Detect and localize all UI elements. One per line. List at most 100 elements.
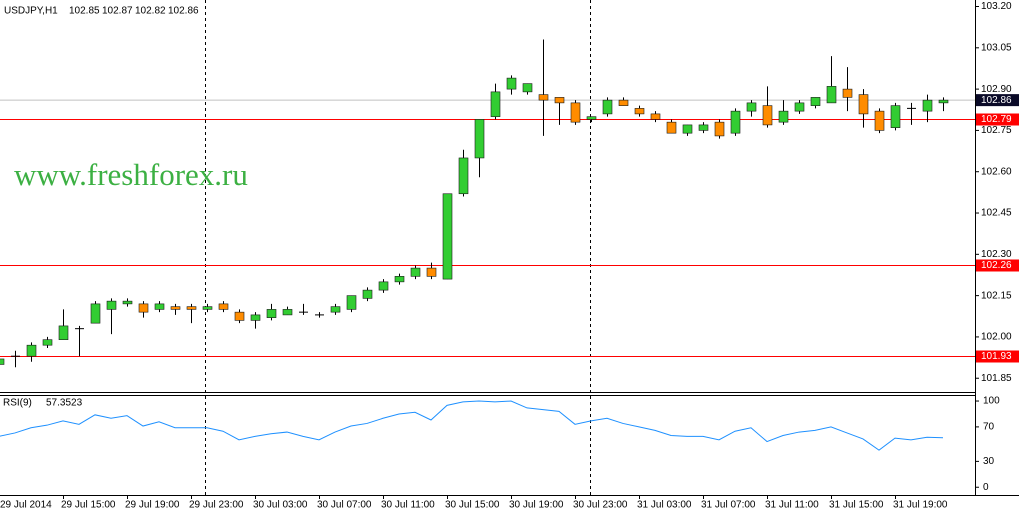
- candle-body: [186, 306, 197, 310]
- candle-body: [890, 105, 901, 128]
- candle-body: [90, 303, 101, 324]
- bid-label: 102.86: [981, 95, 1012, 106]
- y-tick-label: 102.00: [981, 332, 1012, 343]
- candle-body: [202, 306, 213, 310]
- candle-body: [122, 300, 133, 305]
- candle-body: [570, 102, 581, 123]
- candle-body: [730, 110, 741, 134]
- candle-body: [410, 267, 421, 277]
- candle-body: [426, 267, 437, 277]
- candle-body: [634, 108, 645, 115]
- indicator-value: 57.3523: [46, 398, 83, 409]
- candle-body: [746, 102, 757, 112]
- x-tick-label: 29 Jul 2014: [0, 500, 52, 511]
- watermark: www.freshforex.ru: [14, 157, 248, 192]
- candle-body: [170, 306, 181, 310]
- y-tick-label: 30: [983, 456, 995, 467]
- y-tick-label: 103.05: [981, 42, 1012, 53]
- candle-body: [458, 157, 469, 195]
- candle-body: [266, 309, 277, 318]
- x-tick-label: 31 Jul 19:00: [893, 500, 948, 511]
- x-tick-label: 30 Jul 23:00: [573, 500, 628, 511]
- candle-body: [330, 306, 341, 313]
- candle-body: [586, 116, 597, 120]
- level-label: 102.79: [981, 114, 1012, 125]
- candle-body: [26, 344, 37, 357]
- y-tick-label: 102.15: [981, 290, 1012, 301]
- y-tick-label: 102.30: [981, 249, 1012, 260]
- candle-body: [474, 119, 485, 159]
- indicator-title: RSI(9): [3, 398, 32, 409]
- candle-body: [826, 86, 837, 104]
- candle-body: [554, 97, 565, 104]
- candle-body: [218, 303, 229, 310]
- candle-body: [778, 110, 789, 123]
- candle-body: [42, 339, 53, 346]
- candle-body: [506, 77, 517, 90]
- y-tick-label: 102.75: [981, 125, 1012, 136]
- candle-body: [874, 110, 885, 131]
- x-tick-label: 31 Jul 03:00: [637, 500, 692, 511]
- y-tick-label: 102.90: [981, 84, 1012, 95]
- candle-body: [250, 314, 261, 321]
- y-tick-label: 100: [983, 396, 1000, 407]
- ohlc-high: 102.87: [102, 6, 133, 17]
- level-label: 101.93: [981, 351, 1012, 362]
- x-tick-label: 29 Jul 23:00: [189, 500, 244, 511]
- level-label-box: [976, 350, 1019, 363]
- candle-body: [394, 276, 405, 283]
- level-label-box: [976, 113, 1019, 126]
- candle-body: [490, 91, 501, 117]
- x-tick-label: 30 Jul 07:00: [317, 500, 372, 511]
- x-tick-label: 29 Jul 19:00: [125, 500, 180, 511]
- candle-body: [442, 193, 453, 280]
- candle-body: [346, 295, 357, 310]
- ohlc-low: 102.82: [135, 6, 166, 17]
- candle-body: [138, 303, 149, 313]
- y-tick-label: 102.45: [981, 208, 1012, 219]
- candle-body: [282, 309, 293, 316]
- candle-body: [794, 102, 805, 112]
- candle-body: [362, 289, 373, 299]
- x-tick-label: 31 Jul 07:00: [701, 500, 756, 511]
- candle-body: [922, 99, 933, 112]
- x-tick-label: 31 Jul 15:00: [829, 500, 884, 511]
- candle-body: [538, 94, 549, 101]
- x-tick-label: 31 Jul 11:00: [765, 500, 819, 511]
- bid-label-box: [976, 94, 1019, 107]
- candle-body: [666, 121, 677, 134]
- candle-body: [698, 124, 709, 131]
- indicator-line: [0, 400, 944, 451]
- ohlc-close: 102.86: [168, 6, 199, 17]
- y-tick-label: 0: [983, 482, 989, 493]
- candle-body: [810, 97, 821, 106]
- candle-body: [938, 99, 949, 104]
- candle-body: [618, 99, 629, 106]
- y-tick-label: 70: [983, 422, 995, 433]
- candle-body: [106, 300, 117, 310]
- candle-body: [378, 281, 389, 291]
- candle-body: [154, 303, 165, 310]
- candle-body: [682, 124, 693, 134]
- candle-body: [0, 358, 5, 365]
- x-tick-label: 30 Jul 03:00: [253, 500, 308, 511]
- candle-body: [522, 83, 533, 93]
- candle-body: [602, 99, 613, 115]
- y-tick-label: 103.20: [981, 1, 1012, 12]
- x-tick-label: 30 Jul 19:00: [509, 500, 564, 511]
- chart-title: USDJPY,H1: [4, 6, 58, 17]
- candle-body: [650, 113, 661, 120]
- level-label: 102.26: [981, 260, 1012, 271]
- y-tick-label: 101.85: [981, 373, 1012, 384]
- level-label-box: [976, 259, 1019, 272]
- candle-body: [858, 94, 869, 115]
- x-tick-label: 29 Jul 15:00: [61, 500, 116, 511]
- candle-body: [58, 325, 69, 340]
- ohlc-open: 102.85: [69, 6, 100, 17]
- candle-body: [234, 311, 245, 321]
- y-tick-label: 102.60: [981, 166, 1012, 177]
- x-tick-label: 30 Jul 15:00: [445, 500, 500, 511]
- x-tick-label: 30 Jul 11:00: [381, 500, 435, 511]
